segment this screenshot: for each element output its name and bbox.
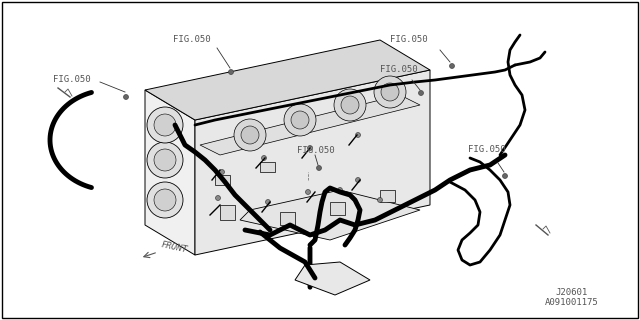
Text: FIG.050: FIG.050 (380, 65, 418, 74)
Circle shape (334, 89, 366, 121)
Circle shape (374, 76, 406, 108)
Polygon shape (145, 90, 195, 255)
FancyBboxPatch shape (380, 190, 395, 202)
Circle shape (419, 91, 424, 95)
Circle shape (284, 104, 316, 136)
FancyBboxPatch shape (220, 205, 235, 220)
Polygon shape (200, 95, 420, 155)
Circle shape (228, 69, 234, 75)
Text: A091001175: A091001175 (545, 298, 599, 307)
Circle shape (147, 107, 183, 143)
Circle shape (234, 119, 266, 151)
Circle shape (355, 132, 360, 138)
FancyBboxPatch shape (330, 202, 345, 215)
Circle shape (307, 146, 312, 150)
Circle shape (216, 196, 221, 201)
Polygon shape (295, 262, 370, 295)
Circle shape (502, 173, 508, 179)
Circle shape (262, 156, 266, 161)
Text: FIG.050: FIG.050 (390, 35, 428, 44)
FancyBboxPatch shape (215, 175, 230, 185)
Circle shape (266, 199, 271, 204)
Circle shape (154, 149, 176, 171)
Text: J20601: J20601 (555, 288, 588, 297)
FancyBboxPatch shape (260, 162, 275, 172)
Text: FRONT: FRONT (160, 241, 188, 255)
Circle shape (378, 197, 383, 203)
Circle shape (317, 165, 321, 171)
Polygon shape (145, 40, 430, 120)
Circle shape (305, 189, 310, 195)
Circle shape (220, 170, 225, 174)
Circle shape (291, 111, 309, 129)
Text: FIG.050: FIG.050 (53, 75, 91, 84)
Circle shape (355, 178, 360, 182)
Polygon shape (195, 70, 430, 255)
Circle shape (154, 114, 176, 136)
Text: FIG.050: FIG.050 (468, 145, 506, 154)
FancyBboxPatch shape (280, 212, 295, 225)
Circle shape (154, 189, 176, 211)
Circle shape (241, 126, 259, 144)
Polygon shape (240, 190, 420, 240)
Circle shape (147, 182, 183, 218)
Circle shape (449, 63, 454, 68)
Circle shape (337, 188, 342, 193)
Circle shape (381, 83, 399, 101)
Text: FIG.050: FIG.050 (173, 35, 211, 44)
Circle shape (341, 96, 359, 114)
Text: FIG.050: FIG.050 (297, 146, 335, 155)
Circle shape (147, 142, 183, 178)
Circle shape (124, 94, 129, 100)
